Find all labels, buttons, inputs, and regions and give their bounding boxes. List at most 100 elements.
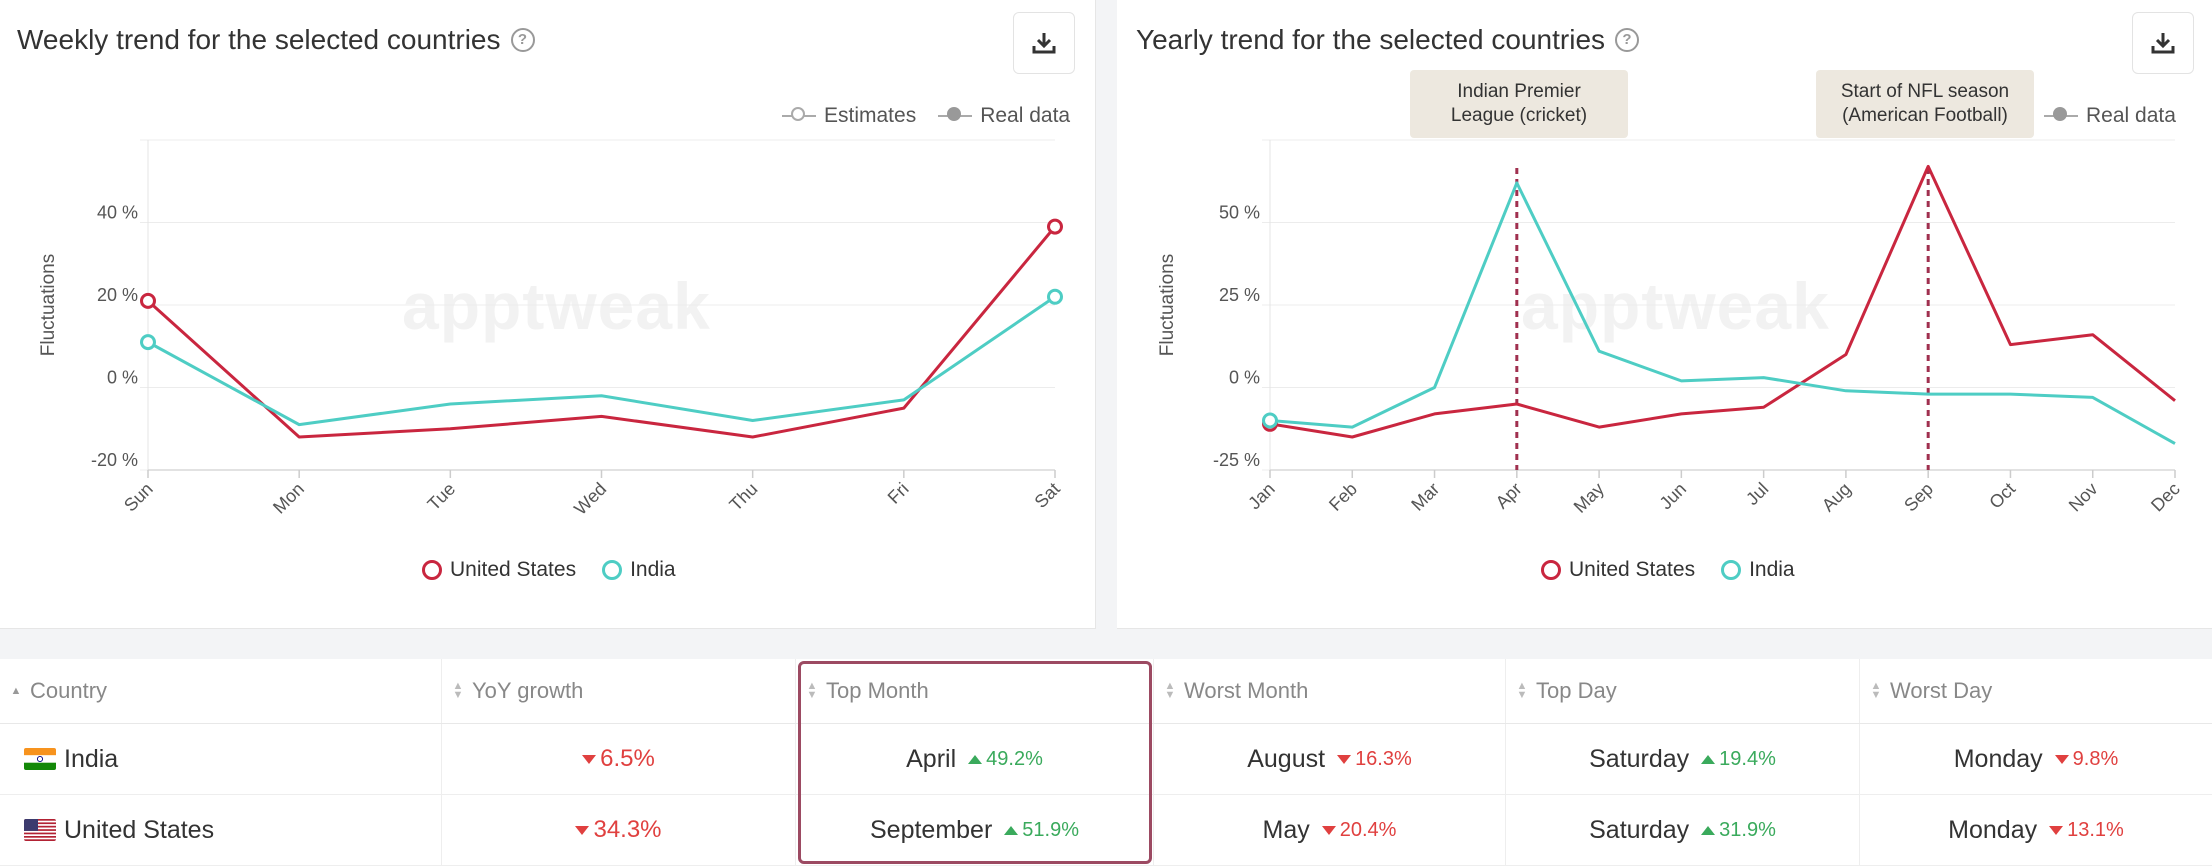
sort-asc-icon: ▲ bbox=[10, 684, 22, 697]
sort-icon: ▲ ▼ bbox=[1164, 680, 1176, 701]
cell-top-month: April 49.2% bbox=[796, 724, 1154, 794]
cell-top-day: Saturday 31.9% bbox=[1506, 795, 1860, 865]
header-worst-day-label: Worst Day bbox=[1890, 678, 1993, 703]
weekly-title-wrap: Weekly trend for the selected countries … bbox=[17, 24, 535, 56]
legend-real-data[interactable]: Real data bbox=[2044, 104, 2176, 128]
top-day-name: Saturday bbox=[1589, 815, 1690, 844]
up-arrow-icon bbox=[1701, 754, 1716, 764]
legend-united-states-label: United States bbox=[450, 558, 577, 581]
x-tick-label: Jun bbox=[1656, 479, 1691, 514]
yoy-value: 34.3% bbox=[575, 816, 662, 844]
worst-day-name: Monday bbox=[1953, 744, 2043, 773]
watermark: apptweak bbox=[402, 269, 711, 343]
yoy-text: 34.3% bbox=[593, 816, 662, 843]
x-tick-label: Fri bbox=[884, 479, 913, 508]
sort-icon: ▲ ▼ bbox=[806, 680, 818, 701]
table-row: India 6.5% April 49.2% August 16.3% Satu… bbox=[0, 724, 2212, 795]
down-arrow-icon bbox=[582, 754, 597, 764]
legend-real-label: Real data bbox=[980, 104, 1071, 127]
data-point[interactable] bbox=[1047, 288, 1063, 305]
legend-india-label: India bbox=[1749, 558, 1795, 581]
header-country-label: Country bbox=[30, 678, 108, 703]
country-name: United States bbox=[64, 815, 215, 844]
weekly-title: Weekly trend for the selected countries bbox=[17, 24, 501, 55]
worst-month-pct: 20.4% bbox=[1321, 818, 1397, 842]
sort-icon: ▲ ▼ bbox=[1516, 680, 1528, 701]
x-tick-label: Sun bbox=[120, 479, 157, 516]
series-line-india bbox=[147, 295, 1056, 427]
x-tick-label: May bbox=[1570, 479, 1608, 517]
up-arrow-icon bbox=[1004, 825, 1019, 835]
worst-month-name: May bbox=[1262, 815, 1310, 844]
header-worst-day[interactable]: ▲ ▼ Worst Day bbox=[1860, 659, 2212, 723]
x-tick-label: Mar bbox=[1407, 479, 1443, 515]
legend-real-data[interactable]: Real data bbox=[938, 104, 1070, 128]
cell-worst-day: Monday 9.8% bbox=[1860, 724, 2212, 794]
cell-worst-day: Monday 13.1% bbox=[1860, 795, 2212, 865]
legend-india[interactable]: India bbox=[602, 558, 676, 582]
legend-estimates[interactable]: Estimates bbox=[782, 104, 916, 128]
worst-month-pct: 16.3% bbox=[1337, 748, 1412, 771]
y-axis-label: Fluctuations bbox=[1157, 254, 1178, 356]
x-tick-label: Jul bbox=[1742, 479, 1772, 509]
header-yoy[interactable]: ▲ ▼ YoY growth bbox=[442, 659, 796, 723]
y-tick-label: 20 % bbox=[97, 285, 138, 305]
x-tick-label: Tue bbox=[424, 479, 460, 515]
cell-top-day: Saturday 19.4% bbox=[1506, 724, 1860, 794]
y-tick-label: 0 % bbox=[1229, 368, 1260, 388]
legend-india[interactable]: India bbox=[1721, 558, 1795, 582]
help-icon[interactable]: ? bbox=[510, 28, 535, 52]
weekly-chart: 40 % 20 % 0 % -20 % Fluctuations Sun Mon Tue Wed… bbox=[38, 139, 1064, 519]
sort-icon: ▲ ▼ bbox=[452, 680, 464, 701]
annotation-ipl-line2: League (cricket) bbox=[1450, 105, 1588, 126]
top-day-pct-text: 31.9% bbox=[1719, 818, 1776, 841]
down-arrow-icon bbox=[1337, 754, 1352, 764]
us-flag-icon bbox=[24, 819, 56, 841]
data-point[interactable] bbox=[1047, 218, 1063, 235]
header-top-month-label: Top Month bbox=[826, 678, 929, 703]
cell-worst-month: August 16.3% bbox=[1154, 724, 1506, 794]
watermark: apptweak bbox=[1521, 269, 1830, 343]
header-top-month[interactable]: ▲ ▼ Top Month bbox=[796, 659, 1154, 723]
legend-india-label: India bbox=[630, 558, 676, 581]
weekly-download-button[interactable] bbox=[1013, 12, 1075, 74]
data-point[interactable] bbox=[140, 334, 156, 351]
yearly-chart: 50 % 25 % 0 % -25 % Fluctuations Jan Feb Mar Apr… bbox=[1157, 139, 2184, 517]
top-month-name: April bbox=[906, 744, 957, 773]
data-point[interactable] bbox=[140, 292, 156, 309]
table-header: ▲ Country ▲ ▼ YoY growth ▲ ▼ Top Month ▲ ▼ … bbox=[0, 659, 2212, 724]
yearly-download-button[interactable] bbox=[2132, 12, 2194, 74]
down-arrow-icon bbox=[575, 825, 590, 835]
header-top-day-label: Top Day bbox=[1536, 678, 1617, 703]
weekly-trend-panel: Weekly trend for the selected countries … bbox=[0, 0, 1096, 629]
worst-month-pct-text: 20.4% bbox=[1339, 818, 1397, 841]
x-tick-label: Feb bbox=[1325, 479, 1361, 515]
header-country[interactable]: ▲ Country bbox=[0, 659, 442, 723]
legend-estimates-label: Estimates bbox=[824, 104, 917, 127]
cell-worst-month: May 20.4% bbox=[1154, 795, 1506, 865]
top-month-pct-text: 49.2% bbox=[986, 747, 1043, 770]
y-tick-label: 50 % bbox=[1219, 203, 1260, 223]
annotation-nfl-line2: (American Football) bbox=[1842, 105, 2008, 126]
legend-united-states[interactable]: United States bbox=[1541, 558, 1695, 582]
series-line-united-states bbox=[1269, 164, 2176, 439]
help-icon[interactable]: ? bbox=[1615, 28, 1640, 52]
data-point[interactable] bbox=[1262, 412, 1278, 429]
weekly-legend-bottom: United States India bbox=[422, 558, 676, 582]
series-line-india bbox=[1269, 181, 2176, 445]
header-top-day[interactable]: ▲ ▼ Top Day bbox=[1506, 659, 1860, 723]
y-tick-label: -20 % bbox=[91, 450, 138, 470]
worst-month-pct-text: 16.3% bbox=[1355, 747, 1412, 770]
legend-united-states[interactable]: United States bbox=[422, 558, 576, 582]
yoy-value: 6.5% bbox=[582, 745, 655, 773]
x-tick-label: Sep bbox=[1900, 479, 1937, 516]
x-tick-label: Jan bbox=[1244, 479, 1279, 514]
y-axis-label: Fluctuations bbox=[38, 254, 59, 356]
download-icon bbox=[1032, 33, 1056, 54]
annotation-nfl: Start of NFL season (American Football) bbox=[1816, 70, 2034, 138]
worst-day-pct: 13.1% bbox=[2049, 819, 2124, 842]
cell-yoy: 6.5% bbox=[442, 724, 796, 794]
legend-real-label: Real data bbox=[2086, 104, 2176, 127]
header-worst-month[interactable]: ▲ ▼ Worst Month bbox=[1154, 659, 1506, 723]
legend-united-states-label: United States bbox=[1569, 558, 1696, 581]
